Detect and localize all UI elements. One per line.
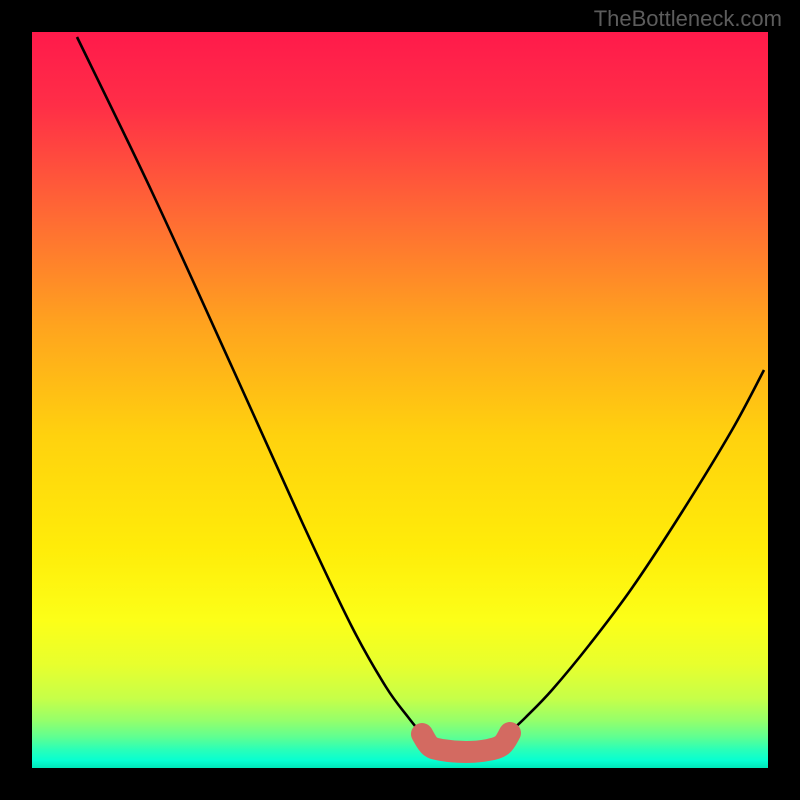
- v-curve-left: [77, 37, 420, 732]
- watermark-text: TheBottleneck.com: [594, 6, 782, 32]
- chart-root: TheBottleneck.com: [0, 0, 800, 800]
- v-curve-right: [510, 370, 764, 732]
- plot-area: [32, 32, 768, 768]
- curve-layer: [32, 32, 768, 768]
- basin-highlight: [422, 733, 510, 752]
